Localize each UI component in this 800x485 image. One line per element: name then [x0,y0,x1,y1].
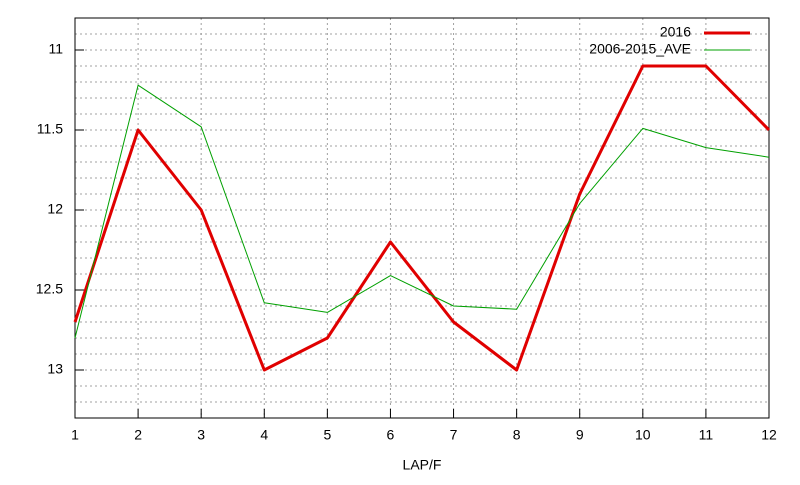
series-line [74,84,770,339]
x-tick-label: 10 [635,427,651,443]
x-tick-label: 2 [134,427,142,443]
x-tick-label: 1 [71,427,79,443]
x-tick-label: 5 [323,427,331,443]
x-tick-label: 7 [450,427,458,443]
plot-frame [74,17,770,419]
x-tick-label: 12 [761,427,777,443]
y-tick-label: 11.5 [37,121,63,137]
legend-label: 2016 [660,24,691,40]
x-tick-label: 4 [260,427,268,443]
y-tick-label: 11 [48,41,63,57]
x-tick-label: 6 [387,427,395,443]
x-axis-label: LAP/F [403,457,442,473]
x-tick-label: 8 [513,427,521,443]
x-tick-label: 9 [576,427,584,443]
series-line [73,64,771,372]
legend-label: 2006-2015_AVE [589,41,691,57]
y-tick-label: 13 [47,361,63,377]
x-tick-label: 11 [699,427,714,443]
x-tick-label: 3 [197,427,205,443]
y-tick-label: 12.5 [36,281,63,297]
y-tick-label: 12 [47,201,63,217]
